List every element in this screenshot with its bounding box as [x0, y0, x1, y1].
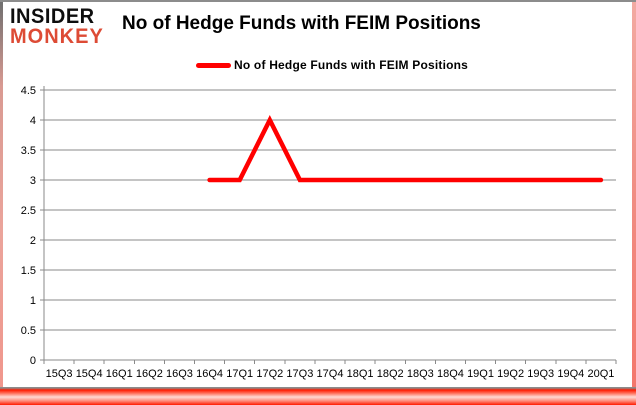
x-tick-label: 16Q2 — [136, 368, 163, 380]
x-tick-label: 15Q4 — [76, 368, 103, 380]
x-tick-label: 18Q2 — [377, 368, 404, 380]
frame-right-edge — [632, 2, 636, 387]
x-tick-label: 17Q2 — [256, 368, 283, 380]
x-tick-label: 16Q3 — [166, 368, 193, 380]
frame-top-edge — [0, 0, 636, 2]
logo-line2: MONKEY — [10, 24, 104, 49]
x-tick-label: 19Q4 — [557, 368, 584, 380]
y-tick-label: 2.5 — [21, 205, 36, 217]
x-tick-label: 20Q1 — [587, 368, 614, 380]
y-tick-label: 2 — [30, 235, 36, 247]
frame-left-edge — [0, 2, 3, 387]
x-tick-label: 17Q1 — [226, 368, 253, 380]
x-tick-label: 19Q3 — [527, 368, 554, 380]
x-tick-label: 16Q4 — [196, 368, 223, 380]
y-tick-label: 3 — [30, 175, 36, 187]
y-tick-label: 0.5 — [21, 325, 36, 337]
x-tick-label: 19Q1 — [467, 368, 494, 380]
insider-monkey-logo: INSIDER MONKEY — [10, 4, 104, 49]
legend-line-swatch — [196, 62, 231, 68]
x-tick-label: 17Q4 — [317, 368, 344, 380]
x-tick-label: 15Q3 — [46, 368, 73, 380]
logo-line1: INSIDER — [10, 4, 95, 29]
y-tick-label: 1 — [30, 295, 36, 307]
legend-label: No of Hedge Funds with FEIM Positions — [234, 58, 469, 72]
series-line — [207, 114, 604, 183]
x-tick-label: 18Q1 — [347, 368, 374, 380]
x-tick-label: 17Q3 — [286, 368, 313, 380]
y-tick-label: 4.5 — [21, 85, 36, 97]
x-tick-label: 19Q2 — [497, 368, 524, 380]
y-tick-label: 3.5 — [21, 145, 36, 157]
x-tick-label: 16Q1 — [106, 368, 133, 380]
y-tick-label: 0 — [30, 355, 36, 367]
y-tick-label: 4 — [30, 115, 36, 127]
frame-bottom-edge — [0, 387, 636, 405]
x-tick-label: 18Q3 — [407, 368, 434, 380]
x-tick-label: 18Q4 — [437, 368, 464, 380]
legend: No of Hedge Funds with FEIM Positions — [196, 58, 468, 72]
y-tick-label: 1.5 — [21, 265, 36, 277]
page-title: No of Hedge Funds with FEIM Positions — [122, 13, 481, 34]
